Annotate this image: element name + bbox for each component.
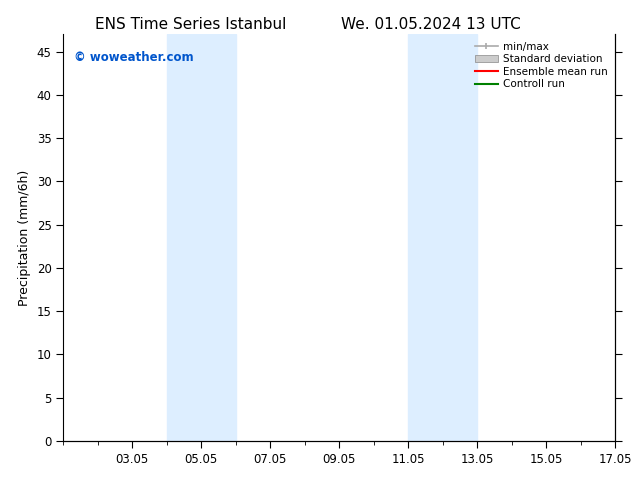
Text: ENS Time Series Istanbul: ENS Time Series Istanbul xyxy=(94,17,286,32)
Legend: min/max, Standard deviation, Ensemble mean run, Controll run: min/max, Standard deviation, Ensemble me… xyxy=(473,40,610,92)
Bar xyxy=(167,34,236,441)
Y-axis label: Precipitation (mm/6h): Precipitation (mm/6h) xyxy=(18,170,31,306)
Text: © woweather.com: © woweather.com xyxy=(74,50,194,64)
Bar xyxy=(408,34,477,441)
Text: We. 01.05.2024 13 UTC: We. 01.05.2024 13 UTC xyxy=(341,17,521,32)
